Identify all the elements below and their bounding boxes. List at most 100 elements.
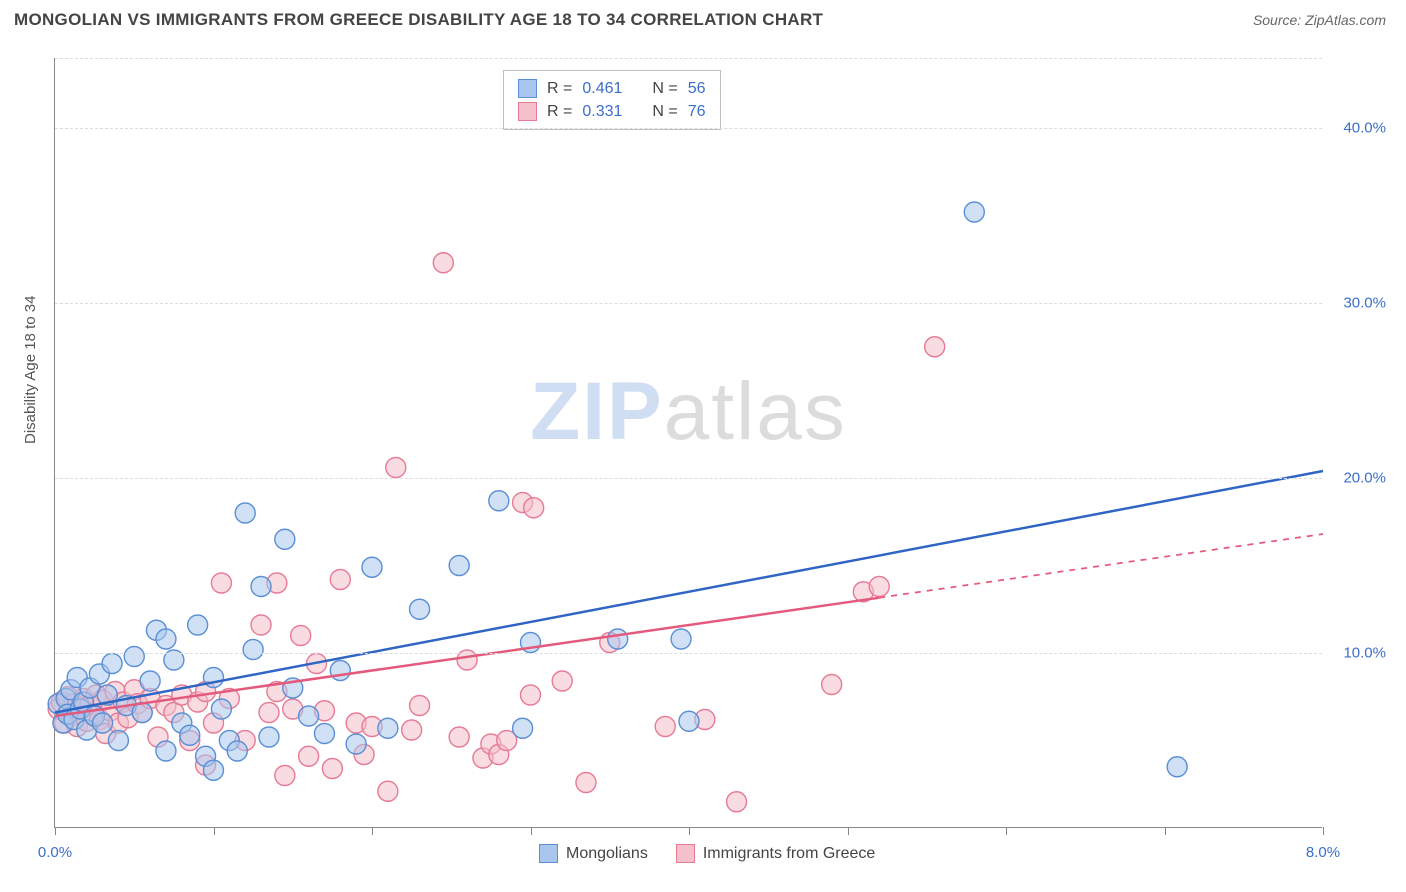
chart-header: MONGOLIAN VS IMMIGRANTS FROM GREECE DISA… bbox=[0, 0, 1406, 36]
data-point-greece bbox=[378, 781, 398, 801]
data-point-greece bbox=[330, 570, 350, 590]
data-point-greece bbox=[386, 458, 406, 478]
data-point-mongolians bbox=[671, 629, 691, 649]
n-value: 56 bbox=[688, 80, 706, 98]
y-tick-label: 20.0% bbox=[1343, 470, 1386, 487]
x-tick bbox=[55, 827, 56, 835]
gridline-h bbox=[55, 653, 1322, 654]
r-label: R = bbox=[547, 80, 572, 98]
legend-series: Mongolians Immigrants from Greece bbox=[539, 844, 875, 863]
x-tick-label: 0.0% bbox=[38, 844, 72, 861]
r-label: R = bbox=[547, 103, 572, 121]
data-point-mongolians bbox=[299, 706, 319, 726]
data-point-greece bbox=[576, 773, 596, 793]
data-point-mongolians bbox=[330, 661, 350, 681]
data-point-mongolians bbox=[243, 640, 263, 660]
data-point-greece bbox=[259, 703, 279, 723]
chart-area: Disability Age 18 to 34 ZIPatlas R = 0.4… bbox=[46, 44, 1386, 854]
x-tick-label: 8.0% bbox=[1306, 844, 1340, 861]
data-point-mongolians bbox=[204, 760, 224, 780]
data-point-mongolians bbox=[346, 734, 366, 754]
data-point-greece bbox=[410, 696, 430, 716]
data-point-greece bbox=[822, 675, 842, 695]
data-point-mongolians bbox=[362, 557, 382, 577]
data-point-mongolians bbox=[410, 599, 430, 619]
legend-swatch-blue bbox=[518, 79, 537, 98]
data-point-mongolians bbox=[378, 718, 398, 738]
x-tick bbox=[1165, 827, 1166, 835]
legend-item: Immigrants from Greece bbox=[676, 844, 875, 863]
legend-stats: R = 0.461 N = 56 R = 0.331 N = 76 bbox=[503, 70, 721, 130]
data-point-greece bbox=[869, 577, 889, 597]
data-point-mongolians bbox=[679, 711, 699, 731]
plot-svg bbox=[55, 58, 1322, 827]
n-label: N = bbox=[652, 80, 677, 98]
legend-item: Mongolians bbox=[539, 844, 648, 863]
data-point-mongolians bbox=[235, 503, 255, 523]
chart-source: Source: ZipAtlas.com bbox=[1253, 12, 1386, 28]
r-value: 0.331 bbox=[582, 103, 622, 121]
r-value: 0.461 bbox=[582, 80, 622, 98]
data-point-mongolians bbox=[124, 647, 144, 667]
n-value: 76 bbox=[688, 103, 706, 121]
data-point-greece bbox=[291, 626, 311, 646]
data-point-mongolians bbox=[608, 629, 628, 649]
legend-swatch-pink bbox=[676, 844, 695, 863]
data-point-mongolians bbox=[93, 713, 113, 733]
data-point-mongolians bbox=[211, 699, 231, 719]
data-point-greece bbox=[211, 573, 231, 593]
data-point-mongolians bbox=[140, 671, 160, 691]
data-point-mongolians bbox=[102, 654, 122, 674]
data-point-mongolians bbox=[108, 731, 128, 751]
x-tick bbox=[214, 827, 215, 835]
data-point-mongolians bbox=[449, 556, 469, 576]
n-label: N = bbox=[652, 103, 677, 121]
data-point-greece bbox=[925, 337, 945, 357]
data-point-greece bbox=[727, 792, 747, 812]
plot-region: ZIPatlas R = 0.461 N = 56 R = 0.331 N = … bbox=[54, 58, 1322, 828]
data-point-mongolians bbox=[227, 741, 247, 761]
y-tick-label: 30.0% bbox=[1343, 295, 1386, 312]
data-point-mongolians bbox=[513, 718, 533, 738]
y-axis-label: Disability Age 18 to 34 bbox=[22, 296, 39, 444]
data-point-greece bbox=[433, 253, 453, 273]
gridline-h bbox=[55, 58, 1322, 59]
data-point-mongolians bbox=[314, 724, 334, 744]
x-tick bbox=[1006, 827, 1007, 835]
data-point-mongolians bbox=[180, 725, 200, 745]
data-point-greece bbox=[524, 498, 544, 518]
data-point-mongolians bbox=[251, 577, 271, 597]
x-tick bbox=[848, 827, 849, 835]
data-point-greece bbox=[251, 615, 271, 635]
legend-swatch-blue bbox=[539, 844, 558, 863]
data-point-mongolians bbox=[489, 491, 509, 511]
data-point-greece bbox=[655, 717, 675, 737]
data-point-greece bbox=[322, 759, 342, 779]
legend-stats-row: R = 0.461 N = 56 bbox=[518, 77, 706, 100]
data-point-greece bbox=[449, 727, 469, 747]
chart-title: MONGOLIAN VS IMMIGRANTS FROM GREECE DISA… bbox=[14, 10, 823, 30]
data-point-mongolians bbox=[1167, 757, 1187, 777]
legend-label: Mongolians bbox=[566, 845, 648, 863]
data-point-mongolians bbox=[275, 529, 295, 549]
data-point-greece bbox=[552, 671, 572, 691]
data-point-mongolians bbox=[964, 202, 984, 222]
data-point-mongolians bbox=[156, 741, 176, 761]
data-point-greece bbox=[521, 685, 541, 705]
gridline-h bbox=[55, 128, 1322, 129]
data-point-greece bbox=[275, 766, 295, 786]
data-point-mongolians bbox=[188, 615, 208, 635]
x-tick bbox=[531, 827, 532, 835]
legend-swatch-pink bbox=[518, 102, 537, 121]
gridline-h bbox=[55, 303, 1322, 304]
legend-label: Immigrants from Greece bbox=[703, 845, 875, 863]
data-point-mongolians bbox=[259, 727, 279, 747]
y-tick-label: 10.0% bbox=[1343, 645, 1386, 662]
data-point-greece bbox=[402, 720, 422, 740]
gridline-h bbox=[55, 478, 1322, 479]
data-point-mongolians bbox=[156, 629, 176, 649]
x-tick bbox=[1323, 827, 1324, 835]
data-point-greece bbox=[299, 746, 319, 766]
legend-stats-row: R = 0.331 N = 76 bbox=[518, 100, 706, 123]
y-tick-label: 40.0% bbox=[1343, 120, 1386, 137]
